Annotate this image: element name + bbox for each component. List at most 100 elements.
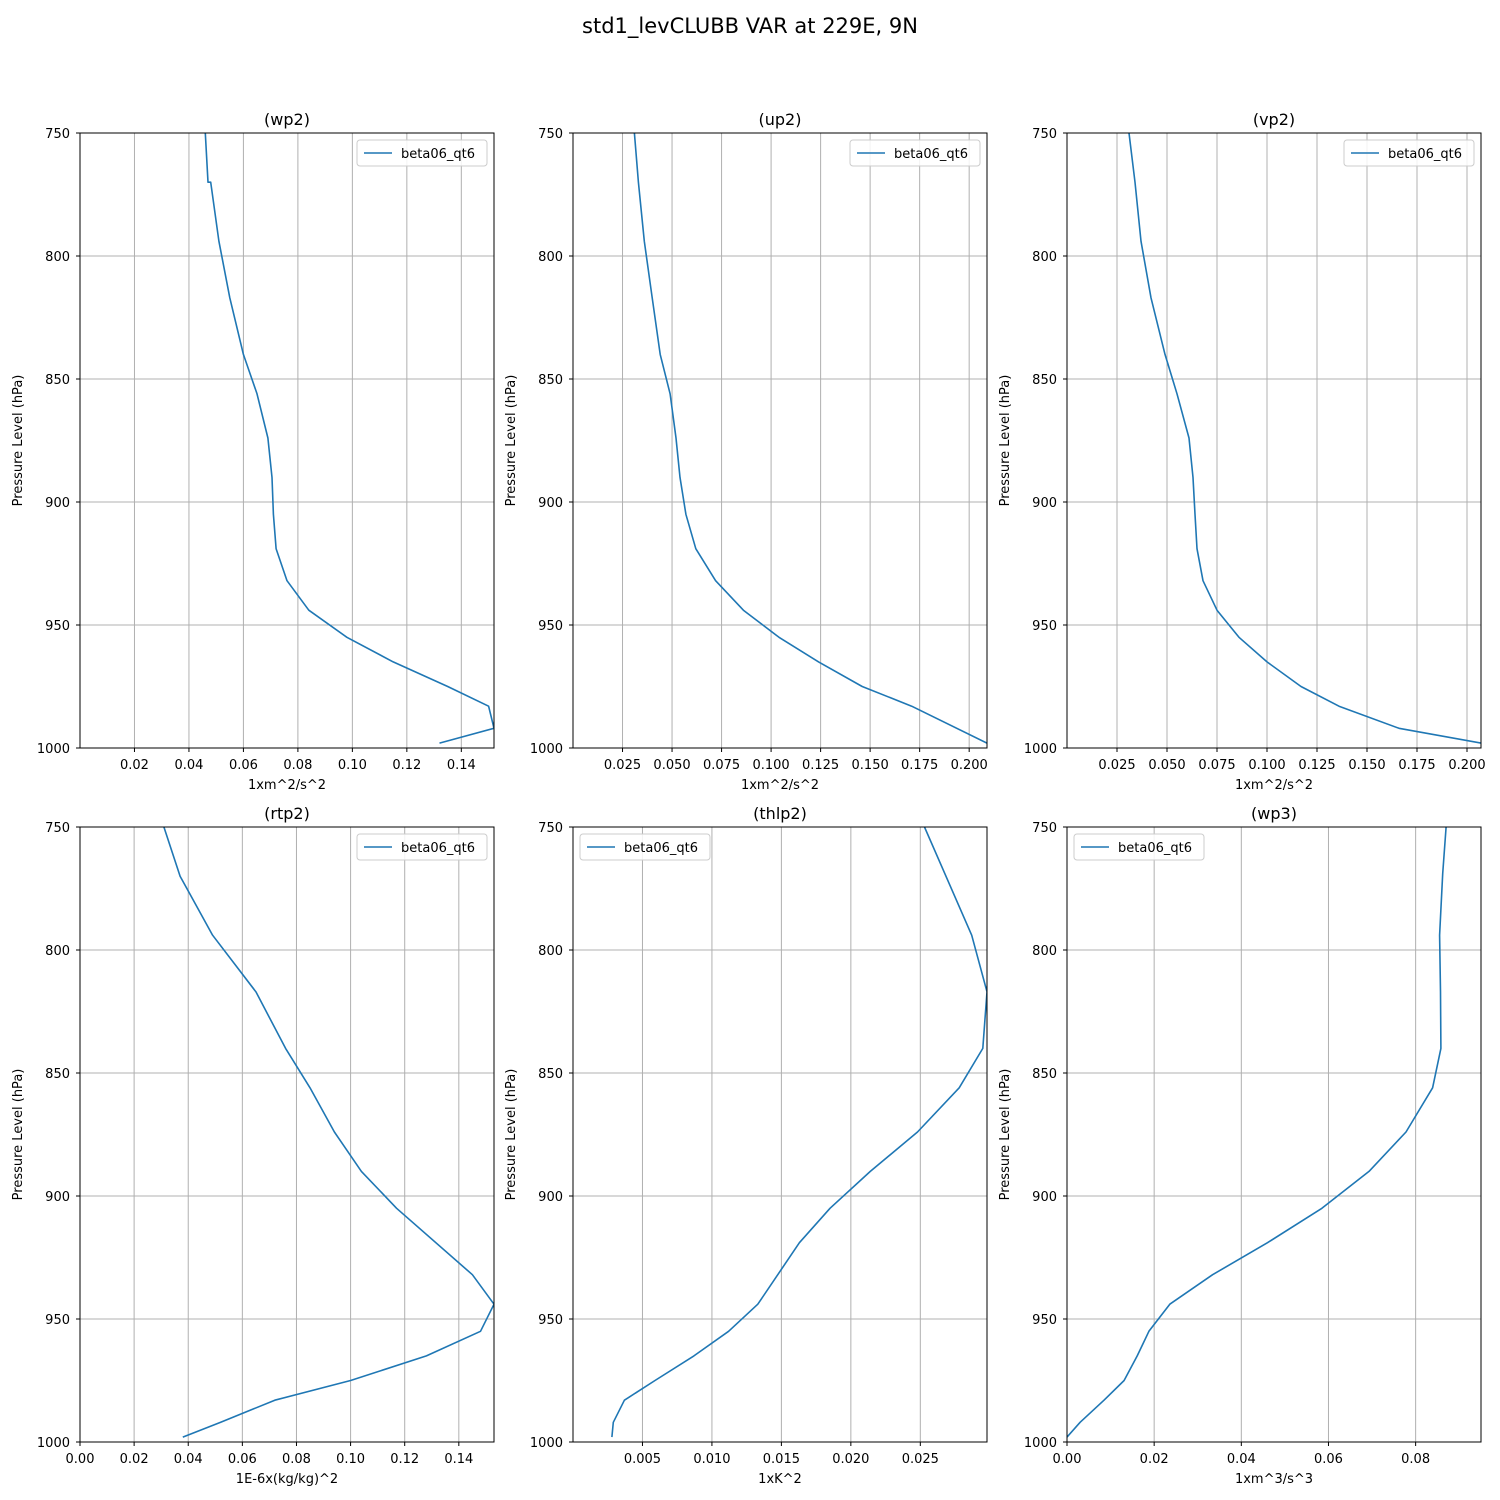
subplot-title: (wp3) [1251,804,1297,823]
y-tick-label: 750 [538,127,563,142]
x-tick-label: 0.175 [1398,758,1435,773]
x-tick-label: 0.150 [852,758,889,773]
x-tick-label: 0.100 [752,758,789,773]
x-tick-label: 0.00 [66,1452,95,1467]
y-tick-label: 850 [45,1067,70,1082]
y-tick-label: 1000 [1024,742,1057,757]
y-tick-label: 1000 [37,742,70,757]
x-tick-label: 0.02 [120,1452,149,1467]
x-tick-label: 0.06 [1314,1452,1343,1467]
x-tick-label: 0.04 [174,1452,203,1467]
subplot-1: 0.02 0.04 0.06 0.08 0.10 0.12 0.14 750 800 850 900… [11,110,495,793]
x-axis-label: 1xm^2/s^2 [741,778,819,793]
x-tick-label: 0.12 [390,1452,419,1467]
y-tick-label: 750 [45,821,70,836]
y-axis-label: Pressure Level (hPa) [998,1069,1013,1201]
y-tick-label: 950 [45,619,70,634]
subplot-6: 0.00 0.02 0.04 0.06 0.08 750 800 850 900 950 1000 (… [998,804,1482,1487]
plot-frame [79,132,495,749]
y-tick-label: 750 [1032,821,1057,836]
x-axis-label: 1xm^3/s^3 [1235,1472,1313,1487]
legend-box [356,833,488,861]
x-tick-label: 0.06 [229,758,258,773]
x-tick-label: 0.08 [283,758,312,773]
y-tick-label: 800 [1032,250,1057,265]
y-tick-label: 850 [1032,1067,1057,1082]
series-line [204,133,494,744]
legend: beta06_qt6 [356,833,488,861]
x-tick-label: 0.150 [1348,758,1385,773]
series-line [163,827,494,1438]
x-tick-label: 0.04 [1227,1452,1256,1467]
subplot-title: (wp2) [264,110,310,129]
y-tick-label: 950 [538,619,563,634]
x-tick-label: 0.005 [624,1452,661,1467]
x-tick-label: 0.02 [1140,1452,1169,1467]
y-tick-label: 800 [538,250,563,265]
legend-box [1343,139,1475,167]
y-tick-label: 850 [1032,373,1057,388]
legend-box [579,833,711,861]
legend: beta06_qt6 [356,139,488,167]
x-axis-label: 1xm^2/s^2 [1235,778,1313,793]
subplot-3: 0.025 0.050 0.075 0.100 0.125 0.150 0.175 0.200… [998,110,1486,793]
legend-label: beta06_qt6 [624,841,698,856]
y-tick-label: 900 [45,1190,70,1205]
series-line [611,827,987,1438]
plot-frame [1066,132,1482,749]
y-tick-label: 800 [538,944,563,959]
x-tick-label: 0.025 [604,758,641,773]
x-tick-label: 0.010 [693,1452,730,1467]
y-tick-label: 900 [538,496,563,511]
y-tick-label: 1000 [530,1436,563,1451]
legend: beta06_qt6 [1343,139,1475,167]
y-axis-label: Pressure Level (hPa) [504,1069,519,1201]
legend-label: beta06_qt6 [401,147,475,162]
y-tick-label: 850 [45,373,70,388]
y-axis-label: Pressure Level (hPa) [998,375,1013,507]
series-line [633,133,987,744]
x-tick-label: 0.06 [228,1452,257,1467]
x-axis-label: 1xm^2/s^2 [248,778,326,793]
legend-label: beta06_qt6 [1118,841,1192,856]
subplot-title: (vp2) [1253,110,1295,129]
legend-label: beta06_qt6 [894,147,968,162]
y-tick-label: 850 [538,1067,563,1082]
x-tick-label: 0.125 [1298,758,1335,773]
x-axis-label: 1xK^2 [758,1472,802,1487]
plot-frame [572,132,988,749]
y-tick-label: 800 [1032,944,1057,959]
x-tick-label: 0.025 [1098,758,1135,773]
x-tick-label: 0.020 [832,1452,869,1467]
y-axis-label: Pressure Level (hPa) [11,375,26,507]
legend-box [849,139,981,167]
x-tick-label: 0.125 [802,758,839,773]
figure-title: std1_levCLUBB VAR at 229E, 9N [582,14,918,38]
plot-frame [572,826,988,1443]
subplot-4: 0.00 0.02 0.04 0.06 0.08 0.10 0.12 0.14 750 800 85… [11,804,495,1487]
subplot-5: 0.005 0.010 0.015 0.020 0.025 750 800 850 900 950… [504,804,988,1487]
legend-label: beta06_qt6 [401,841,475,856]
y-tick-label: 1000 [530,742,563,757]
x-tick-label: 0.075 [703,758,740,773]
y-tick-label: 950 [45,1313,70,1328]
y-axis-label: Pressure Level (hPa) [504,375,519,507]
legend-box [356,139,488,167]
series-line [1128,133,1481,744]
x-tick-label: 0.10 [336,1452,365,1467]
x-axis-label: 1E-6x(kg/kg)^2 [236,1472,338,1487]
y-tick-label: 750 [45,127,70,142]
y-tick-label: 750 [1032,127,1057,142]
x-tick-label: 0.050 [653,758,690,773]
y-tick-label: 750 [538,821,563,836]
x-tick-label: 0.175 [901,758,938,773]
x-tick-label: 0.12 [392,758,421,773]
subplot-title: (rtp2) [264,804,310,823]
series-line [1067,827,1447,1438]
legend: beta06_qt6 [849,139,981,167]
x-tick-label: 0.14 [444,1452,473,1467]
y-tick-label: 950 [1032,619,1057,634]
legend-label: beta06_qt6 [1388,147,1462,162]
y-tick-label: 800 [45,250,70,265]
